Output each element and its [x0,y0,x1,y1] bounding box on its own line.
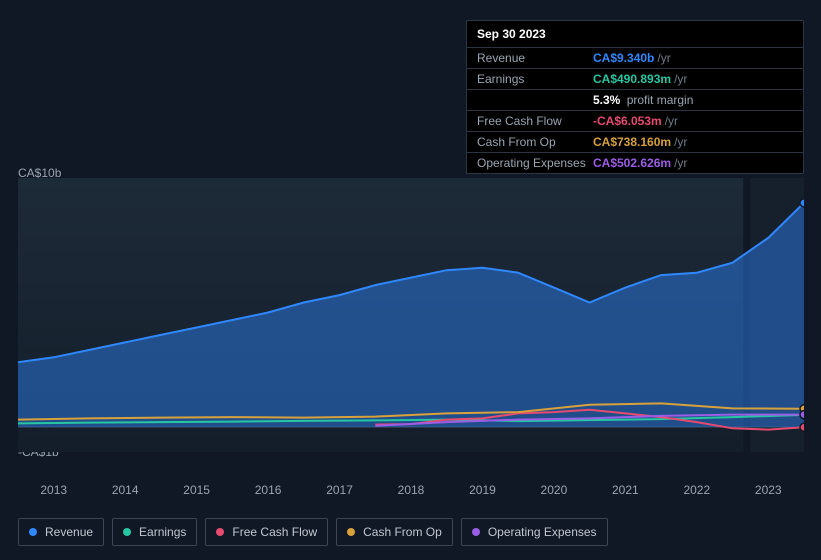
legend-dot-icon [216,528,224,536]
tooltip-row-value: CA$9.340b [593,51,654,65]
tooltip-row-unit: /yr [657,51,670,65]
tooltip-row-value: CA$738.160m [593,135,671,149]
tooltip-subrow-value: 5.3% [593,93,620,107]
chart-plot-area [18,178,804,452]
tooltip-row: RevenueCA$9.340b/yr [467,48,803,69]
legend-item-label: Cash From Op [363,525,442,539]
legend-item-free-cash-flow[interactable]: Free Cash Flow [205,518,328,546]
tooltip-row-value: CA$490.893m [593,72,671,86]
legend-dot-icon [347,528,355,536]
legend-item-label: Earnings [139,525,186,539]
legend-dot-icon [29,528,37,536]
legend-item-label: Free Cash Flow [232,525,317,539]
series-end-marker [800,411,804,419]
tooltip-row: Operating ExpensesCA$502.626m/yr [467,153,803,173]
tooltip-row: Cash From OpCA$738.160m/yr [467,132,803,153]
x-axis-label: 2020 [518,483,589,497]
legend-item-operating-expenses[interactable]: Operating Expenses [461,518,608,546]
legend-item-label: Operating Expenses [488,525,597,539]
x-axis-label: 2016 [232,483,303,497]
tooltip-date: Sep 30 2023 [467,21,803,48]
tooltip-row-label: Free Cash Flow [477,114,593,128]
x-axis-label: 2021 [590,483,661,497]
x-axis-label: 2023 [733,483,804,497]
legend-item-earnings[interactable]: Earnings [112,518,197,546]
tooltip-row: 5.3% profit margin [467,90,803,111]
legend-item-label: Revenue [45,525,93,539]
x-axis-label: 2018 [375,483,446,497]
tooltip-row-label: Revenue [477,51,593,65]
legend-item-revenue[interactable]: Revenue [18,518,104,546]
series-end-marker [800,199,804,207]
tooltip-row: EarningsCA$490.893m/yr [467,69,803,90]
tooltip-row-value: CA$502.626m [593,156,671,170]
series-end-marker [800,423,804,431]
tooltip-row-label: Earnings [477,72,593,86]
legend-dot-icon [472,528,480,536]
x-axis: 2013201420152016201720182019202020212022… [18,483,804,497]
chart-legend: Revenue Earnings Free Cash Flow Cash From O… [18,518,608,546]
tooltip-row-label: Cash From Op [477,135,593,149]
tooltip-row: Free Cash Flow-CA$6.053m/yr [467,111,803,132]
x-axis-label: 2014 [89,483,160,497]
tooltip-row-unit: /yr [674,72,687,86]
financial-chart-container: Sep 30 2023 RevenueCA$9.340b/yrEarningsC… [0,0,821,560]
chart-tooltip: Sep 30 2023 RevenueCA$9.340b/yrEarningsC… [466,20,804,174]
tooltip-row-unit: /yr [665,114,678,128]
legend-item-cash-from-op[interactable]: Cash From Op [336,518,453,546]
x-axis-label: 2015 [161,483,232,497]
tooltip-row-label: Operating Expenses [477,156,593,170]
x-axis-label: 2013 [18,483,89,497]
tooltip-row-unit: /yr [674,156,687,170]
x-axis-label: 2019 [447,483,518,497]
tooltip-row-unit: /yr [674,135,687,149]
legend-dot-icon [123,528,131,536]
tooltip-row-value: -CA$6.053m [593,114,662,128]
tooltip-subrow-label: profit margin [623,93,693,107]
x-axis-label: 2017 [304,483,375,497]
x-axis-label: 2022 [661,483,732,497]
